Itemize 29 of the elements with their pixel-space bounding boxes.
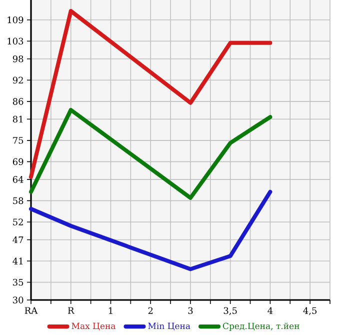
- x-tick-label: 3,5: [224, 307, 237, 316]
- x-tick-label: 3: [188, 307, 193, 314]
- x-tick-label: 2: [148, 307, 153, 314]
- line-series: [29, 190, 272, 272]
- y-tick-label: 41: [12, 258, 23, 264]
- x-tick-label: 1: [108, 307, 112, 314]
- y-tick-label: 103: [8, 38, 24, 45]
- y-tick-label: 86: [12, 98, 24, 105]
- y-tick-label: 69: [12, 158, 24, 166]
- line-series: [29, 8, 272, 179]
- y-tick-label: 92: [12, 76, 23, 84]
- x-tick-label: 4,5: [303, 307, 317, 316]
- y-tick-label: 75: [13, 137, 24, 144]
- legend-label: Min Цена: [148, 322, 190, 330]
- y-tick-label: 109: [8, 16, 24, 24]
- y-tick-label: 98: [12, 55, 24, 62]
- y-tick-label: 35: [13, 278, 24, 286]
- y-tick-label: 52: [13, 218, 23, 226]
- y-tick-label: 47: [12, 236, 24, 244]
- y-tick-label: 30: [13, 296, 24, 304]
- legend-label: Сред.Цена, т.йен: [222, 322, 300, 331]
- y-tick-label: 58: [13, 197, 24, 204]
- legend-label: Max Цена: [72, 322, 116, 330]
- x-tick-label: RA: [24, 307, 38, 314]
- x-tick-label: 4: [268, 307, 273, 314]
- y-tick-label: 81: [12, 116, 23, 123]
- x-tick-label: R: [68, 307, 74, 314]
- line-series: [29, 108, 272, 200]
- y-tick-label: 64: [12, 176, 24, 183]
